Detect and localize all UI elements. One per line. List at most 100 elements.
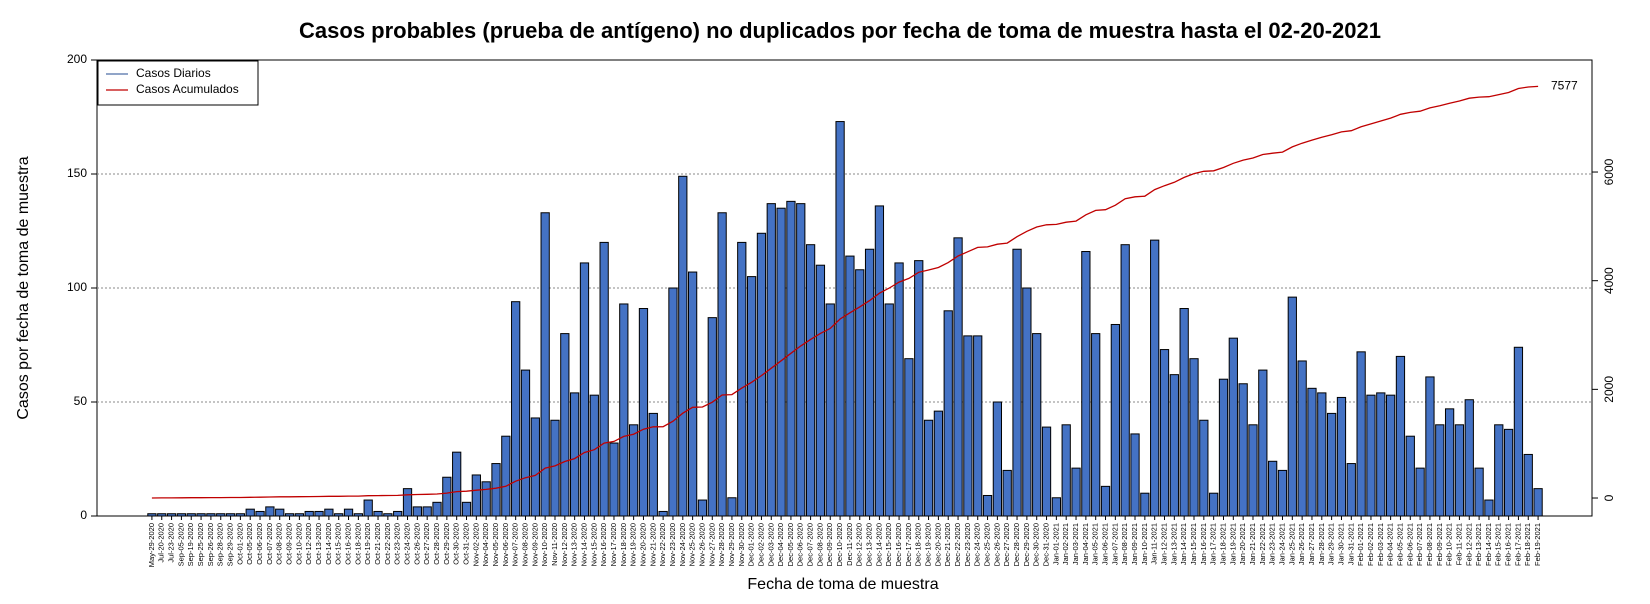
bar	[1012, 248, 1022, 517]
legend-label: Casos Acumulados	[136, 82, 239, 96]
x-tick-label: Sep-29-2020	[226, 523, 235, 566]
x-tick-label: Sep-25-2020	[196, 523, 205, 566]
x-tick-label: Oct-14-2020	[324, 523, 333, 565]
x-tick-label: Jan-04-2021	[1081, 523, 1090, 565]
bar	[1032, 333, 1042, 517]
bar	[1366, 394, 1376, 517]
x-tick-label: Dec-29-2020	[1022, 523, 1031, 566]
x-tick-label: Jan-16-2021	[1199, 523, 1208, 565]
bar	[383, 513, 393, 517]
bar	[1218, 378, 1229, 517]
x-axis-title: Fecha de toma de muestra	[747, 576, 938, 593]
x-tick-label: Nov-09-2020	[530, 523, 539, 566]
x-tick-label: Dec-25-2020	[983, 523, 992, 566]
bar	[1022, 287, 1032, 517]
bar	[1179, 308, 1189, 517]
x-tick-label: Nov-19-2020	[629, 523, 638, 566]
bar	[363, 499, 373, 517]
x-tick-label: Nov-05-2020	[491, 523, 500, 566]
bar	[1464, 399, 1474, 517]
x-tick-label: Jan-14-2021	[1179, 523, 1188, 565]
x-tick-label: Sep-05-2020	[176, 523, 185, 566]
bar	[1199, 419, 1209, 517]
bar	[1091, 333, 1101, 517]
x-tick-label: Feb-11-2021	[1454, 523, 1463, 565]
bar	[756, 232, 767, 517]
x-tick-label: Oct-09-2020	[285, 523, 294, 565]
bar	[845, 255, 855, 517]
x-tick-label: Jan-22-2021	[1258, 523, 1267, 565]
bar	[599, 241, 609, 517]
bar	[481, 481, 491, 517]
bar	[422, 506, 432, 517]
bar	[511, 301, 521, 517]
x-tick-label: Dec-31-2020	[1042, 523, 1051, 566]
bar	[1248, 424, 1258, 517]
bar	[284, 513, 295, 517]
x-tick-label: Nov-07-2020	[511, 523, 520, 566]
bar	[1228, 337, 1238, 517]
bar	[953, 237, 963, 517]
x-tick-label: Dec-06-2020	[796, 523, 805, 566]
bar	[461, 501, 472, 517]
bar	[491, 463, 501, 517]
x-tick-label: Feb-12-2021	[1464, 523, 1473, 566]
x-tick-label: Nov-06-2020	[501, 523, 510, 566]
bar	[1002, 469, 1012, 517]
bar	[393, 510, 403, 517]
x-tick-label: Oct-23-2020	[393, 523, 402, 565]
x-tick-label: Oct-12-2020	[304, 523, 313, 565]
bar	[1415, 467, 1425, 517]
y2-tick-label: 0	[1602, 494, 1616, 501]
x-tick-label: Feb-09-2021	[1435, 523, 1444, 566]
x-tick-label: Feb-10-2021	[1445, 523, 1454, 566]
bar	[1277, 469, 1288, 517]
x-tick-label: Oct-27-2020	[422, 523, 431, 565]
x-tick-label: Feb-17-2021	[1513, 523, 1522, 566]
bar	[1159, 349, 1170, 517]
bar	[570, 392, 580, 517]
bar	[206, 513, 216, 517]
bar	[1494, 424, 1504, 517]
bar	[766, 203, 776, 517]
bar	[1336, 396, 1347, 517]
x-tick-label: Jan-01-2021	[1051, 523, 1060, 565]
y2-tick-label: 2000	[1602, 376, 1616, 403]
x-tick-label: Jan-28-2021	[1317, 523, 1326, 565]
x-tick-label: Nov-13-2020	[570, 523, 579, 566]
bar	[343, 508, 354, 517]
x-tick-label: Dec-16-2020	[894, 523, 903, 566]
x-tick-label: Feb-08-2021	[1425, 523, 1434, 566]
x-tick-label: Dec-04-2020	[776, 523, 785, 566]
bar	[304, 510, 314, 517]
bar	[1474, 467, 1484, 517]
x-tick-label: Jan-30-2021	[1336, 523, 1345, 565]
bar	[1051, 497, 1061, 517]
bar	[805, 244, 816, 517]
x-tick-label: Oct-01-2020	[235, 523, 244, 565]
bar	[658, 510, 668, 517]
bar	[1346, 463, 1356, 517]
bar	[520, 369, 531, 517]
x-tick-label: Dec-23-2020	[963, 523, 972, 566]
bar	[353, 513, 363, 517]
x-tick-label: Feb-03-2021	[1376, 523, 1385, 566]
bar	[1061, 424, 1071, 517]
bar	[186, 513, 196, 517]
bar	[1405, 435, 1415, 517]
bar	[1533, 488, 1543, 517]
bar	[982, 494, 993, 517]
bar	[737, 241, 747, 517]
bar	[874, 205, 885, 517]
x-tick-label: Dec-02-2020	[756, 523, 765, 566]
bar	[825, 303, 835, 517]
bar	[1317, 392, 1327, 517]
x-tick-label: Nov-17-2020	[609, 523, 618, 566]
bar	[796, 203, 806, 517]
x-tick-label: Feb-19-2021	[1533, 523, 1542, 566]
x-tick-label: Oct-06-2020	[255, 523, 264, 565]
bar	[147, 513, 157, 517]
bar	[166, 513, 177, 517]
x-tick-label: Nov-29-2020	[727, 523, 736, 566]
bar	[1140, 492, 1150, 517]
